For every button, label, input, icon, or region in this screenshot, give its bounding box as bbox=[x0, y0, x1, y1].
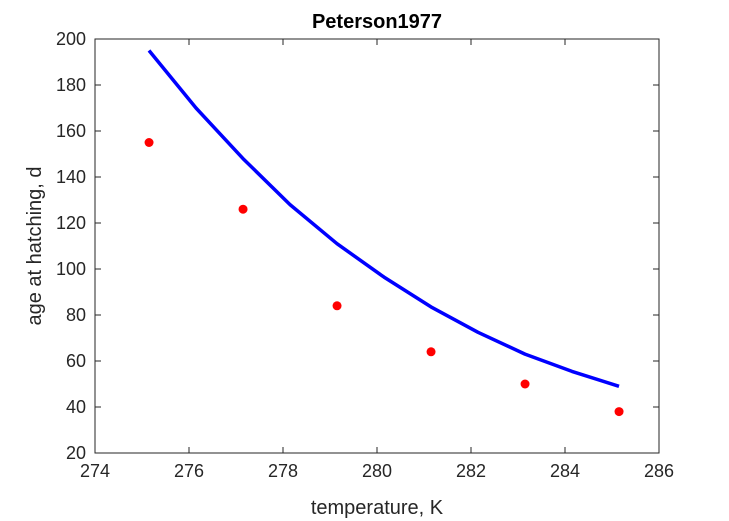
y-tick-label: 180 bbox=[56, 75, 86, 95]
data-point bbox=[332, 301, 342, 311]
y-tick-label: 140 bbox=[56, 167, 86, 187]
model-curve bbox=[147, 49, 620, 388]
x-tick-label: 276 bbox=[174, 461, 204, 481]
y-tick-label: 40 bbox=[66, 397, 86, 417]
data-point bbox=[426, 347, 436, 357]
series-layer bbox=[144, 49, 624, 417]
chart-title: Peterson1977 bbox=[312, 11, 442, 33]
y-tick-label: 160 bbox=[56, 121, 86, 141]
y-tick-label: 100 bbox=[56, 259, 86, 279]
x-tick-label: 286 bbox=[644, 461, 674, 481]
x-tick-label: 278 bbox=[268, 461, 298, 481]
x-tick-label: 282 bbox=[456, 461, 486, 481]
data-point bbox=[144, 138, 154, 147]
data-point bbox=[238, 204, 248, 214]
x-tick-label: 280 bbox=[362, 461, 392, 481]
y-axis-label: age at hatching, d bbox=[24, 166, 46, 325]
plot-area bbox=[94, 38, 660, 454]
x-tick-label: 274 bbox=[80, 461, 110, 481]
y-tick-label: 60 bbox=[66, 351, 86, 371]
ticks-layer: 274 276 278 280 282 284 286 20 40 60 80 100 120 140 16… bbox=[56, 29, 674, 481]
x-tick-label: 284 bbox=[550, 461, 580, 481]
data-point bbox=[520, 379, 530, 389]
y-tick-label: 80 bbox=[66, 305, 86, 325]
y-tick-label: 20 bbox=[66, 443, 86, 463]
y-tick-label: 200 bbox=[56, 29, 86, 49]
y-tick-label: 120 bbox=[56, 213, 86, 233]
data-point bbox=[614, 407, 624, 417]
x-axis-label: temperature, K bbox=[311, 497, 444, 519]
